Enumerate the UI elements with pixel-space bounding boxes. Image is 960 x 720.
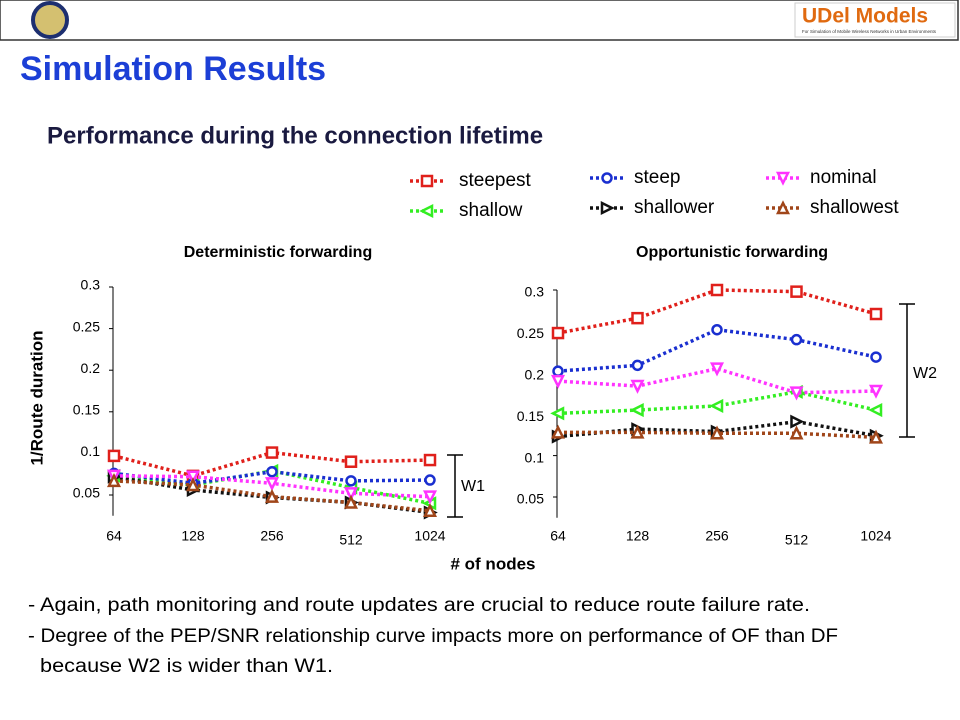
- marker: [631, 311, 644, 325]
- marker: [551, 326, 565, 340]
- chart-title: Deterministic forwarding: [184, 244, 372, 261]
- y-tick-label: 0.3: [81, 277, 101, 293]
- y-tick-label: 0.3: [525, 284, 545, 300]
- y-tick-label: 0.2: [525, 367, 545, 383]
- legend-label: shallowest: [810, 197, 899, 218]
- marker: [868, 384, 884, 399]
- marker: [266, 465, 278, 478]
- series-line: [558, 430, 877, 440]
- marker: [711, 323, 723, 336]
- legend-label: steepest: [459, 170, 532, 191]
- x-tick-label: 512: [339, 532, 363, 548]
- marker: [552, 365, 564, 377]
- y-tick-label: 0.25: [517, 325, 544, 341]
- marker: [789, 386, 804, 401]
- udel-logo: [794, 2, 956, 38]
- marker: [185, 470, 201, 485]
- annotation: W1: [461, 478, 485, 495]
- w1-bracket: [447, 454, 463, 518]
- marker: [265, 446, 279, 459]
- marker: [709, 425, 725, 440]
- y-tick-label: 0.1: [81, 443, 101, 459]
- legend-label: steep: [634, 167, 680, 188]
- marker: [790, 333, 803, 346]
- x-tick-label: 64: [550, 528, 566, 544]
- y-tick-label: 0.05: [73, 485, 100, 501]
- marker: [630, 424, 645, 439]
- marker: [709, 362, 725, 377]
- marker: [343, 494, 359, 509]
- logo-text: UDel Models: [802, 5, 928, 28]
- y-tick-label: 0.15: [73, 402, 100, 418]
- logo-tagline: For Simulation of Mobile Wireless Networ…: [802, 29, 937, 34]
- y-axis-label: 1/Route duration: [27, 330, 46, 465]
- marker: [107, 449, 121, 463]
- marker: [343, 487, 359, 502]
- bullet: because W2 is wider than W1.: [28, 656, 333, 677]
- marker: [423, 453, 437, 467]
- marker: [775, 171, 791, 186]
- marker: [868, 429, 884, 444]
- legend-label: shallower: [634, 197, 715, 218]
- marker: [631, 359, 644, 372]
- slide-subtitle: Performance during the connection lifeti…: [47, 122, 543, 149]
- x-tick-label: 256: [705, 528, 729, 544]
- annotation: W2: [913, 365, 937, 382]
- marker: [600, 200, 615, 216]
- series-line: [557, 419, 877, 439]
- marker: [264, 488, 280, 503]
- marker: [550, 406, 565, 421]
- marker: [550, 424, 566, 439]
- x-tick-label: 64: [106, 528, 122, 544]
- x-tick-label: 1024: [414, 528, 445, 544]
- marker: [422, 503, 438, 518]
- marker: [185, 477, 201, 492]
- chart-title: Opportunistic forwarding: [636, 244, 828, 261]
- legend-label: shallow: [459, 200, 523, 221]
- series-line: [557, 288, 877, 335]
- series-line: [557, 366, 877, 395]
- y-tick-label: 0.2: [81, 360, 101, 376]
- marker: [775, 200, 791, 215]
- w2-bracket: [899, 303, 915, 438]
- x-tick-label: 1024: [860, 528, 891, 544]
- x-tick-label: 128: [626, 528, 650, 544]
- university-logo: [31, 1, 69, 39]
- marker: [709, 398, 724, 413]
- legend-label: nominal: [810, 167, 877, 188]
- x-tick-label: 128: [181, 528, 205, 544]
- marker: [422, 490, 438, 505]
- y-tick-label: 0.05: [517, 491, 544, 507]
- y-tick-label: 0.25: [73, 318, 100, 334]
- x-tick-label: 256: [260, 528, 284, 544]
- marker: [870, 351, 882, 363]
- marker: [710, 283, 724, 297]
- marker: [344, 455, 358, 468]
- y-tick-label: 0.1: [525, 449, 545, 465]
- marker: [264, 477, 280, 492]
- marker: [790, 285, 803, 298]
- marker: [789, 425, 804, 440]
- slide-title: Simulation Results: [20, 50, 326, 88]
- marker: [629, 403, 644, 418]
- marker: [790, 414, 805, 429]
- x-tick-label: 512: [785, 532, 809, 548]
- marker: [869, 307, 883, 321]
- marker: [601, 172, 613, 184]
- marker: [345, 475, 357, 487]
- marker: [424, 474, 436, 486]
- marker: [550, 374, 566, 389]
- bullet: - Degree of the PEP/SNR relationship cur…: [28, 626, 838, 647]
- marker: [868, 403, 883, 418]
- marker: [419, 203, 434, 219]
- x-axis-label: # of nodes: [450, 554, 535, 573]
- bullet: - Again, path monitoring and route updat…: [28, 595, 810, 616]
- series-line: [113, 469, 431, 486]
- marker: [106, 473, 122, 488]
- marker: [420, 174, 434, 188]
- y-tick-label: 0.15: [517, 408, 544, 424]
- marker: [630, 379, 645, 394]
